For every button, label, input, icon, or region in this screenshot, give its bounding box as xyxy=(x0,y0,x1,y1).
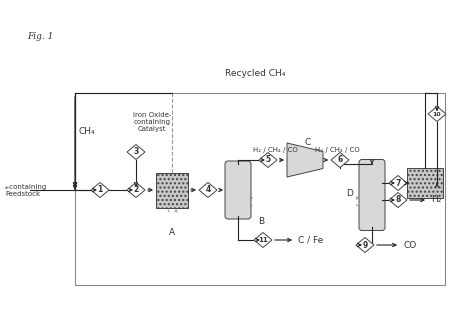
Text: C: C xyxy=(305,138,311,147)
Polygon shape xyxy=(287,143,323,177)
Bar xyxy=(75,93,445,285)
Polygon shape xyxy=(389,176,407,191)
Text: 9: 9 xyxy=(362,240,368,249)
Text: 5: 5 xyxy=(266,156,270,165)
Text: Recycled CH₄: Recycled CH₄ xyxy=(225,69,285,78)
Polygon shape xyxy=(199,182,217,198)
FancyBboxPatch shape xyxy=(225,161,251,219)
Polygon shape xyxy=(331,153,349,168)
Polygon shape xyxy=(428,107,446,122)
Text: Iron Oxide-
containing
Catalyst: Iron Oxide- containing Catalyst xyxy=(133,112,171,132)
Text: 6: 6 xyxy=(338,156,342,165)
Polygon shape xyxy=(254,233,272,248)
Text: H₂ / CH₄ / CO: H₂ / CH₄ / CO xyxy=(315,147,360,153)
Text: 4: 4 xyxy=(205,186,211,194)
Text: 2: 2 xyxy=(133,186,139,194)
FancyBboxPatch shape xyxy=(359,159,385,230)
Text: 7: 7 xyxy=(395,179,400,188)
Polygon shape xyxy=(127,145,145,159)
Text: 11: 11 xyxy=(258,237,268,243)
Bar xyxy=(407,168,443,198)
Text: H₂: H₂ xyxy=(431,195,441,204)
Text: 3: 3 xyxy=(133,147,139,156)
Text: CH₄: CH₄ xyxy=(79,128,95,136)
Text: ₄-containing
Feedstock: ₄-containing Feedstock xyxy=(5,183,47,196)
Text: C / Fe: C / Fe xyxy=(298,236,323,245)
Text: H₂ / CH₄ / CO: H₂ / CH₄ / CO xyxy=(253,147,298,153)
Text: B: B xyxy=(258,217,264,226)
Polygon shape xyxy=(127,182,145,198)
Polygon shape xyxy=(259,153,277,168)
Text: A: A xyxy=(169,228,175,237)
Text: Fig. 1: Fig. 1 xyxy=(27,32,54,41)
Text: 10: 10 xyxy=(433,111,441,117)
Text: D: D xyxy=(346,189,353,198)
Bar xyxy=(156,172,188,207)
Polygon shape xyxy=(356,237,374,252)
Text: 8: 8 xyxy=(395,195,400,204)
Polygon shape xyxy=(389,192,407,207)
Text: 1: 1 xyxy=(97,186,103,194)
Polygon shape xyxy=(91,182,109,198)
Text: CO: CO xyxy=(403,240,416,249)
